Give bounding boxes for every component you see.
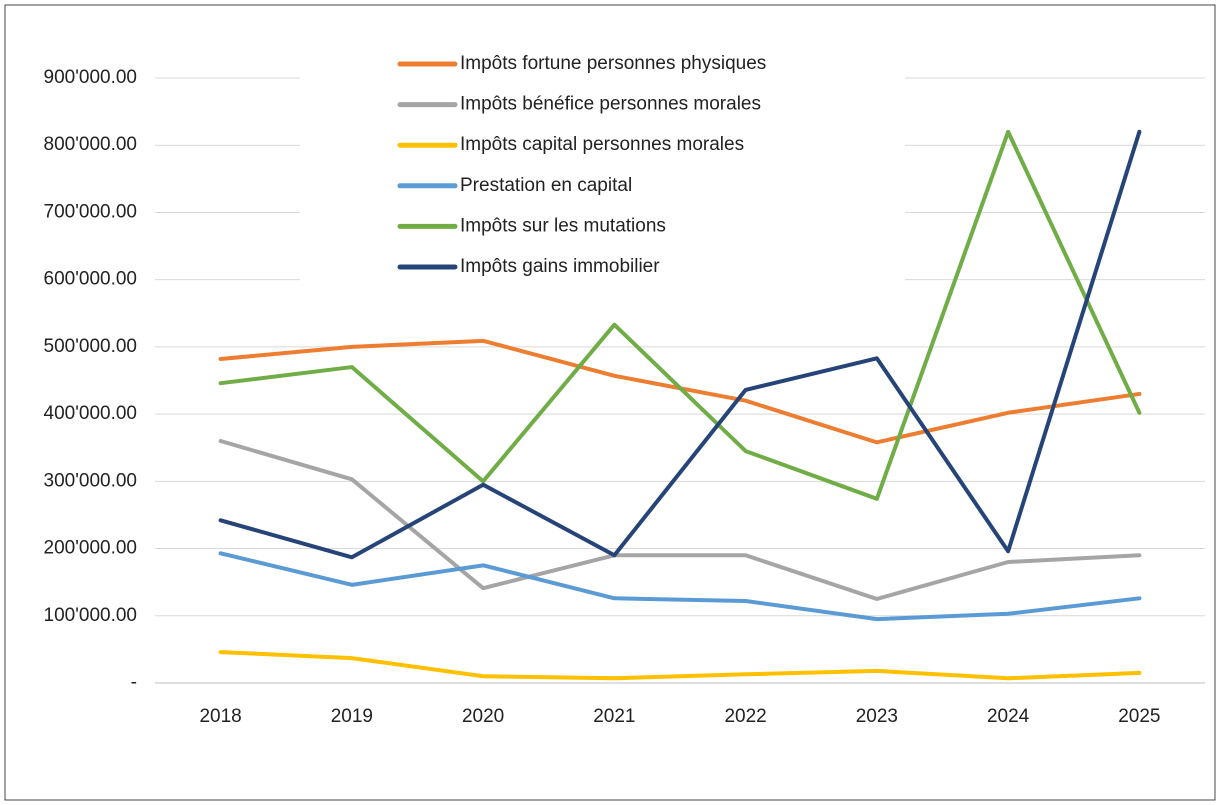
x-tick-label: 2018 [199,706,241,727]
series-line [218,129,1142,501]
y-tick-label: 700'000.00 [44,201,137,222]
x-tick-label: 2019 [331,706,373,727]
x-tick-label: 2020 [462,706,504,727]
series-line [218,551,1142,622]
y-tick-label: 600'000.00 [44,269,137,290]
y-tick-label: 500'000.00 [44,336,137,357]
y-tick-label: 400'000.00 [44,403,137,424]
y-tick-label: 100'000.00 [44,605,137,626]
legend-label: Impôts bénéfice personnes morales [460,94,761,115]
legend-label: Impôts sur les mutations [460,215,666,236]
legend-box [300,42,905,292]
x-tick-label: 2021 [593,706,635,727]
y-tick-label: 200'000.00 [44,538,137,559]
x-tick-label: 2024 [987,706,1030,727]
legend-label: Prestation en capital [460,175,632,196]
series-line [218,129,1142,560]
legend-label: Impôts gains immobilier [460,256,660,277]
y-tick-label: 900'000.00 [44,67,137,88]
series-line [218,439,1142,601]
legend-label: Impôts fortune personnes physiques [460,53,766,74]
y-tick-label: - [131,672,137,693]
y-tick-label: 800'000.00 [44,134,137,155]
series-line [218,650,1142,681]
legend-label: Impôts capital personnes morales [460,134,744,155]
y-tick-label: 300'000.00 [44,470,137,491]
x-tick-label: 2023 [856,706,898,727]
x-tick-label: 2025 [1118,706,1160,727]
x-tick-label: 2022 [724,706,766,727]
